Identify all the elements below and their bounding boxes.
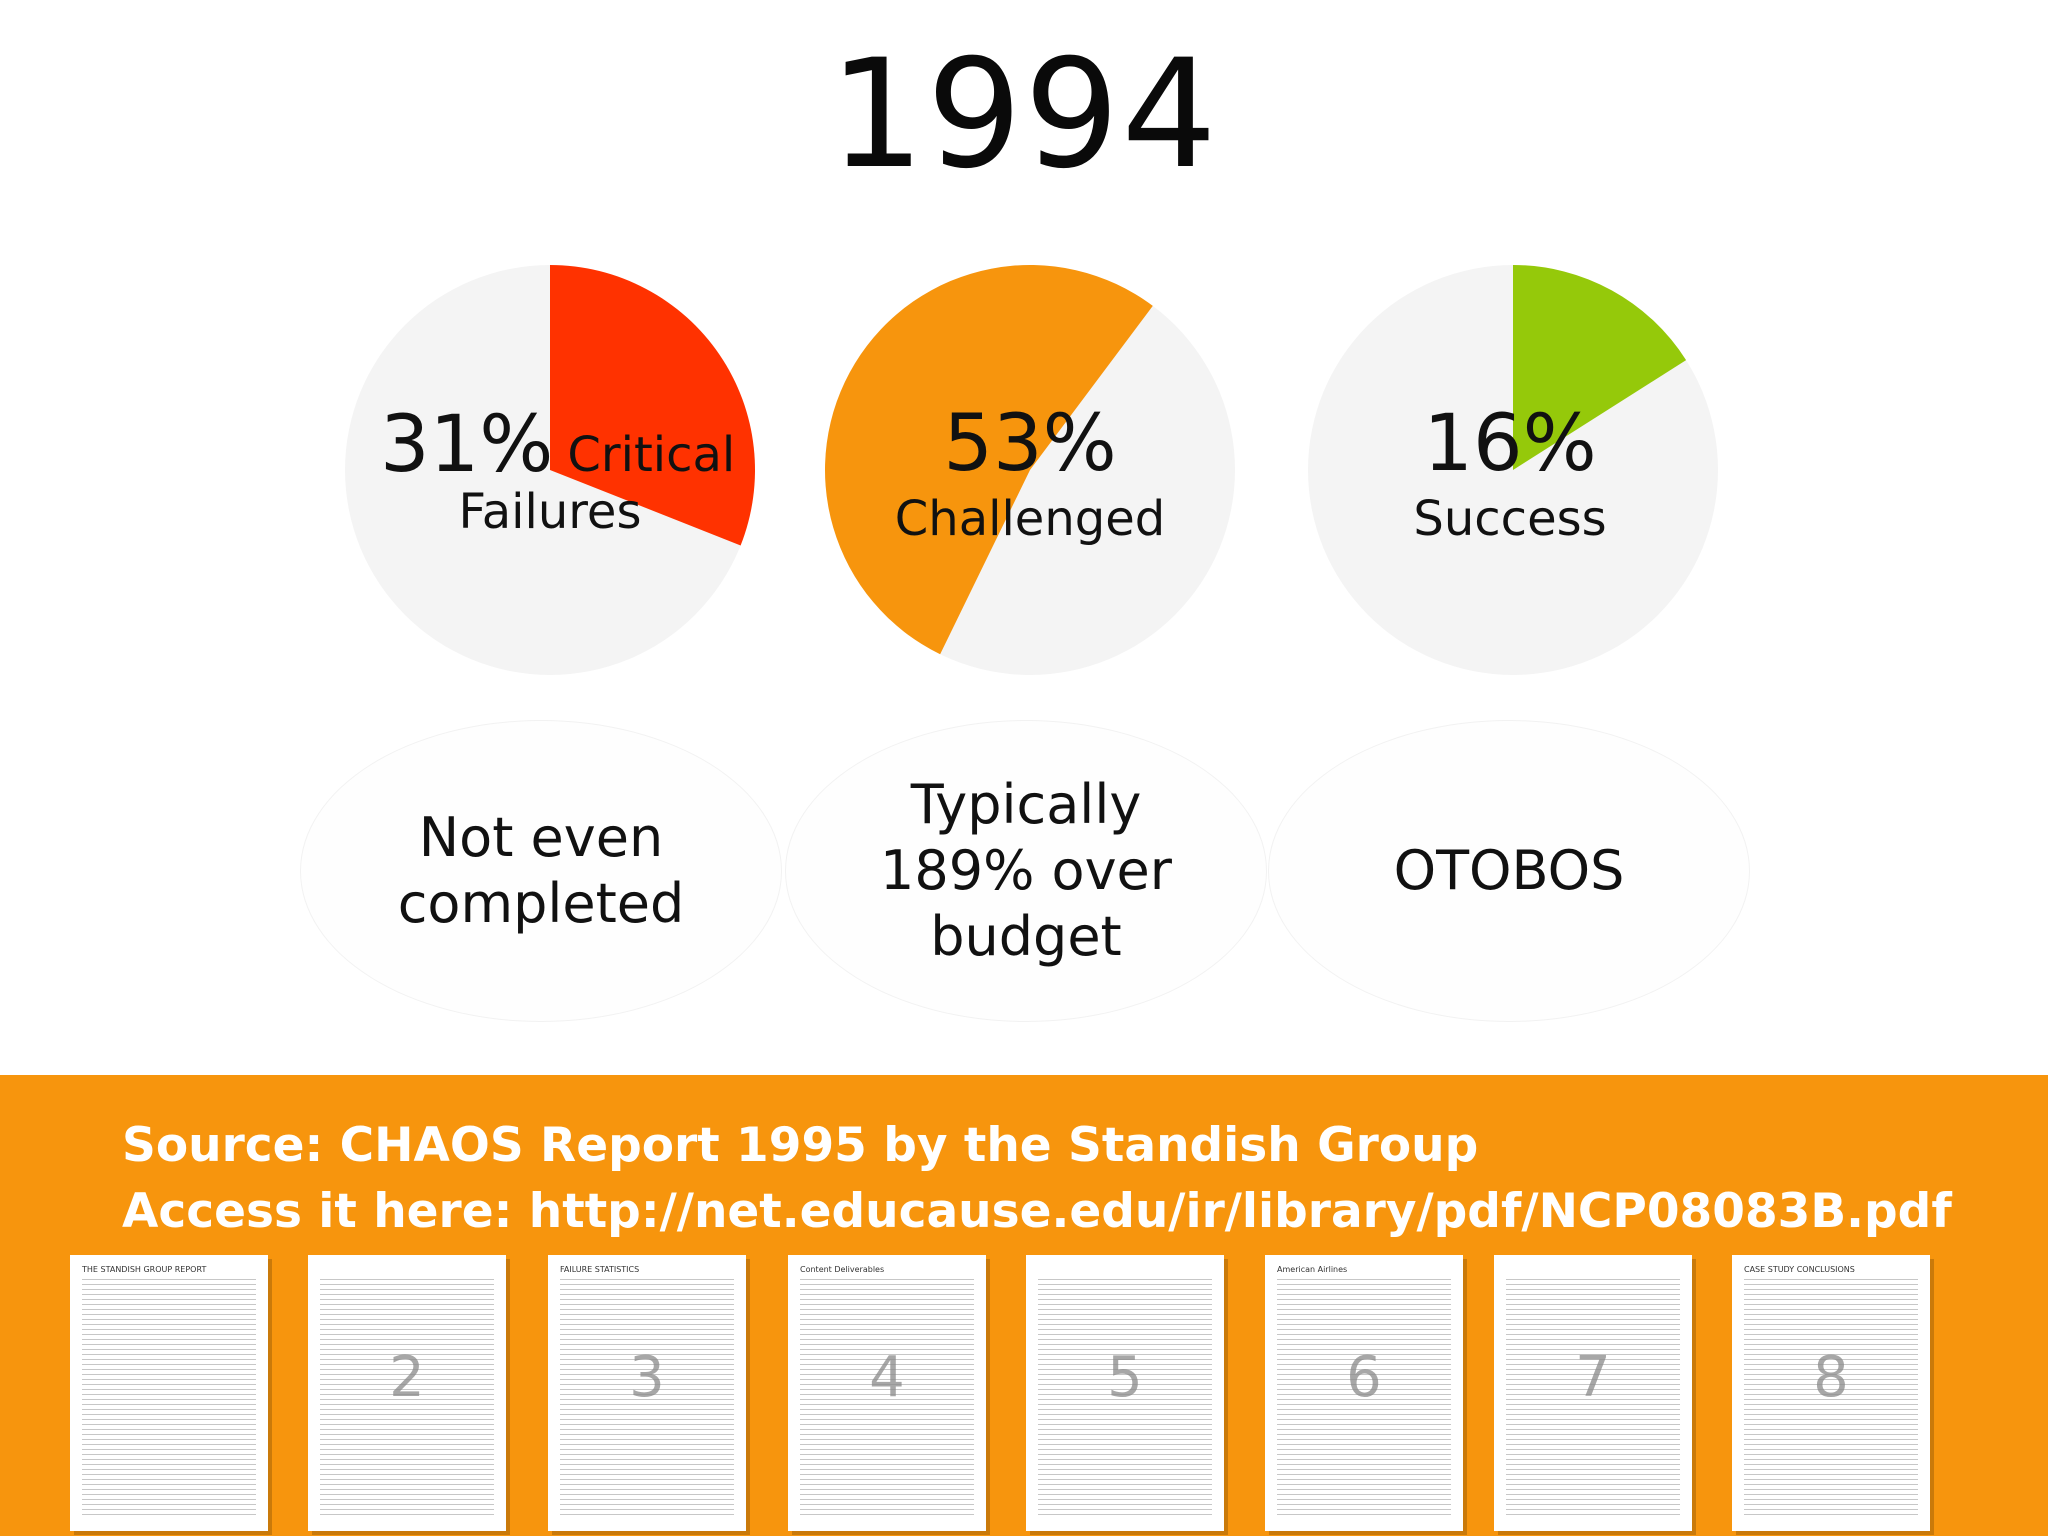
note-failures-line-2: completed [397, 872, 685, 935]
page-text-lines [82, 1279, 256, 1515]
page-number: 6 [1346, 1345, 1382, 1410]
pie-failures-caption-1: Critical [567, 427, 736, 483]
report-page-thumbnail: American Airlines 6 [1265, 1255, 1463, 1531]
pie-failures-slice [550, 265, 755, 546]
pie-charts [345, 265, 1718, 675]
page-text-lines [1506, 1279, 1680, 1515]
note-challenged-line-3: budget [930, 904, 1122, 968]
page-number: 3 [629, 1345, 665, 1410]
note-success: OTOBOS [1268, 720, 1750, 1022]
report-page-thumbnail: 2 [308, 1255, 506, 1531]
note-challenged-line-2: 189% over [880, 839, 1172, 903]
page-heading: CASE STUDY CONCLUSIONS [1744, 1265, 1855, 1274]
source-link[interactable]: Access it here: http://net.educause.edu/… [122, 1184, 1952, 1239]
pie-challenged-percent: 53% [943, 399, 1117, 489]
pie-success-caption: Success [1413, 491, 1607, 547]
note-failures-line-1: Not even [418, 806, 664, 870]
slide-title: 1994 [829, 28, 1219, 202]
pie-failures-label: 31% Critical Failures [380, 400, 735, 542]
note-challenged-line-1: Typically [910, 773, 1142, 837]
pie-challenged-caption: Challenged [894, 491, 1166, 547]
page-number: 8 [1813, 1345, 1849, 1410]
page-text-lines [1038, 1279, 1212, 1515]
pie-failures-percent: 31% [380, 400, 554, 490]
page-text-lines [320, 1279, 494, 1515]
page-text-lines [1744, 1279, 1918, 1515]
pie-challenged-label: 53% Challenged [870, 405, 1190, 549]
note-failures: Not even completed [300, 720, 782, 1022]
page-number: 7 [1575, 1345, 1611, 1410]
pie-success [1308, 265, 1718, 675]
source-citation: Source: CHAOS Report 1995 by the Standis… [122, 1118, 1479, 1173]
note-success-line-1: OTOBOS [1393, 839, 1625, 903]
page-heading: FAILURE STATISTICS [560, 1265, 640, 1274]
page-number: 2 [389, 1345, 425, 1410]
page-text-lines [800, 1279, 974, 1515]
page-heading: American Airlines [1277, 1265, 1348, 1274]
pie-success-slice [1513, 265, 1687, 470]
note-challenged: Typically 189% over budget [785, 720, 1267, 1022]
pie-challenged-slice [824, 265, 1153, 655]
page-number: 5 [1107, 1345, 1143, 1410]
report-page-thumbnail: THE STANDISH GROUP REPORT [70, 1255, 268, 1531]
report-page-thumbnail: 7 [1494, 1255, 1692, 1531]
report-page-thumbnail: 5 [1026, 1255, 1224, 1531]
page-number: 4 [869, 1345, 905, 1410]
report-page-thumbnail: FAILURE STATISTICS 3 [548, 1255, 746, 1531]
page-heading: Content Deliverables [800, 1265, 885, 1274]
pie-success-label: 16% Success [1360, 405, 1660, 549]
report-page-thumbnail: CASE STUDY CONCLUSIONS 8 [1732, 1255, 1930, 1531]
pie-failures [345, 265, 755, 675]
pie-success-percent: 16% [1423, 399, 1597, 489]
report-page-thumbnail: Content Deliverables 4 [788, 1255, 986, 1531]
pie-challenged [824, 265, 1235, 675]
page-heading: THE STANDISH GROUP REPORT [82, 1265, 207, 1274]
page-text-lines [560, 1279, 734, 1515]
pie-failures-caption-2: Failures [458, 484, 642, 540]
page-text-lines [1277, 1279, 1451, 1515]
